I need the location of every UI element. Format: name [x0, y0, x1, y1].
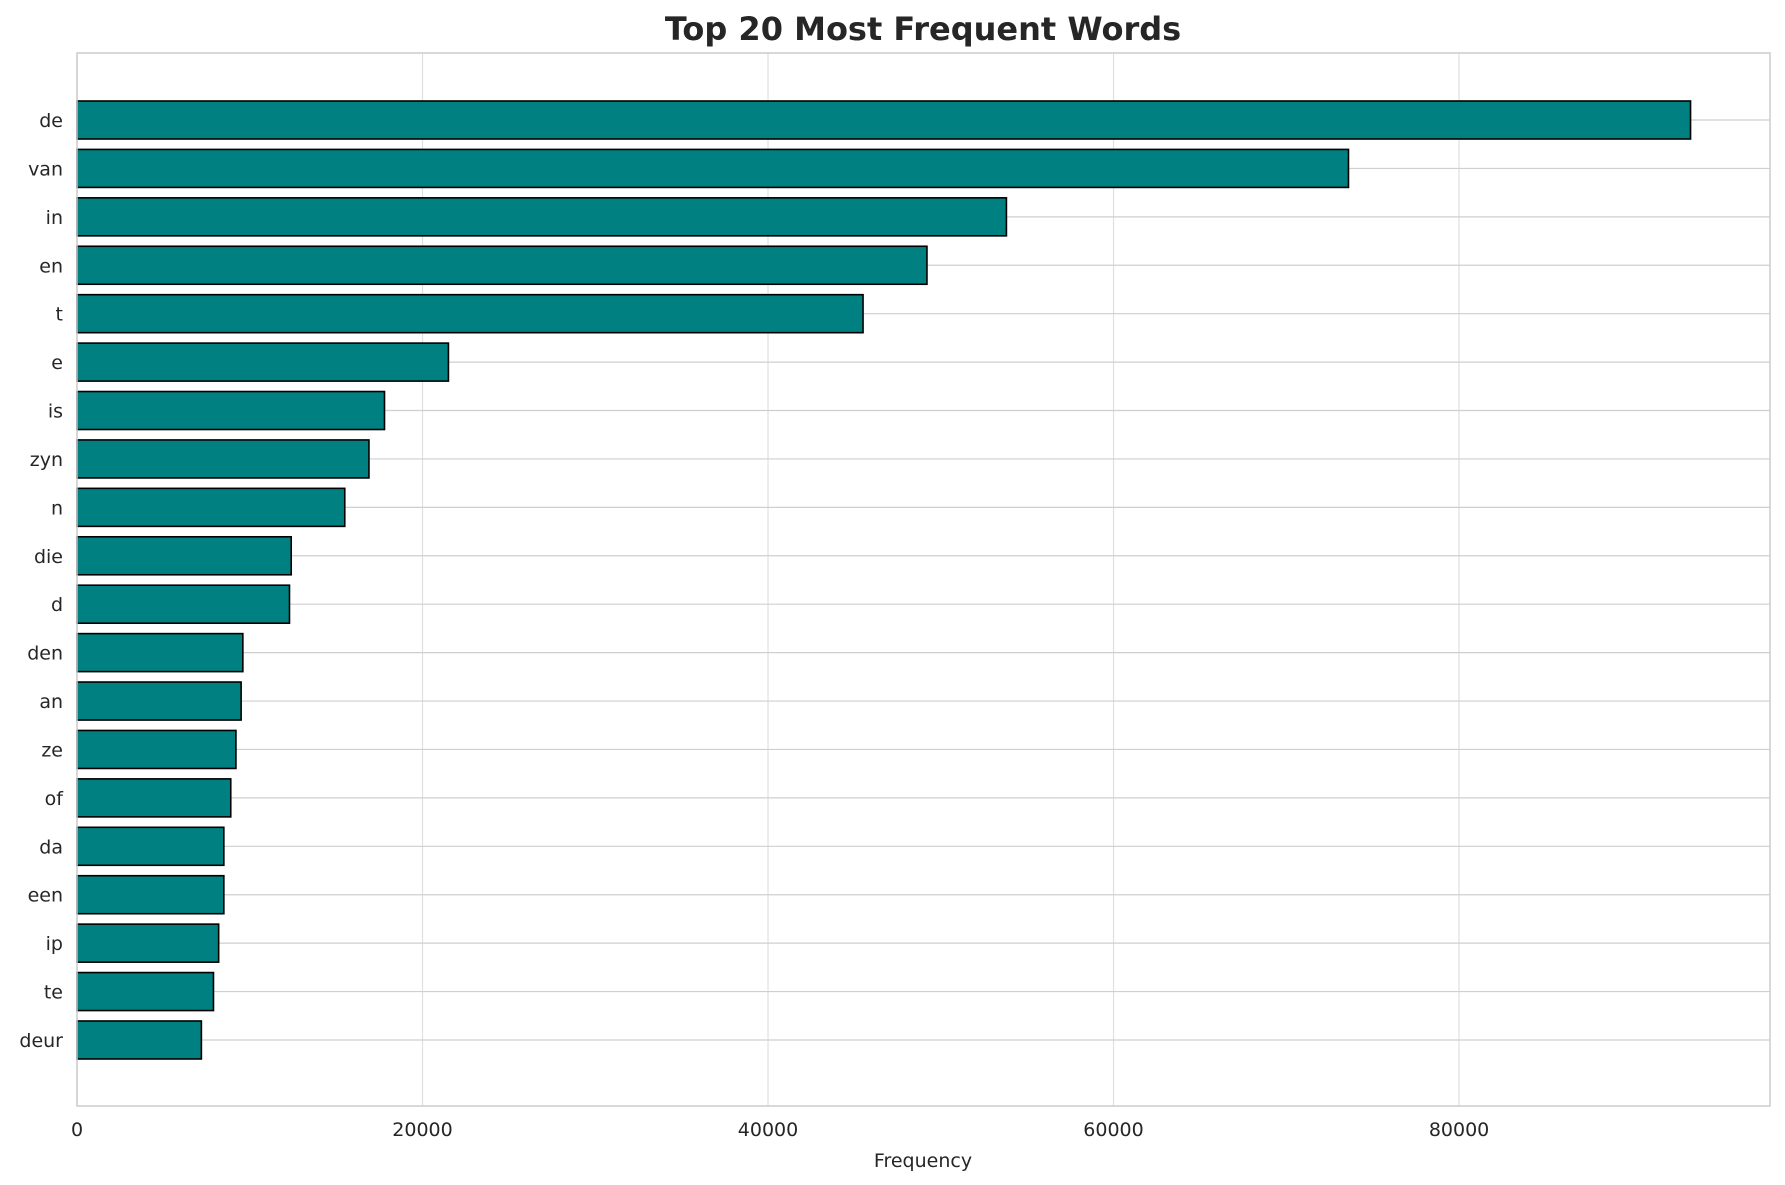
y-tick-label: van	[28, 158, 63, 180]
y-tick-label: e	[51, 352, 63, 374]
y-tick-label: da	[39, 836, 63, 858]
chart-title: Top 20 Most Frequent Words	[665, 10, 1181, 48]
y-tick-label: d	[51, 594, 63, 616]
bar-d	[76, 584, 291, 625]
y-tick-label: an	[39, 691, 63, 713]
y-tick-label: zyn	[30, 449, 63, 471]
x-tick-label: 0	[71, 1119, 83, 1141]
y-tick-label: deur	[19, 1030, 63, 1052]
y-tick-label: t	[56, 304, 63, 326]
bar-t	[76, 293, 864, 334]
x-axis-label: Frequency	[874, 1150, 972, 1172]
y-tick-label: en	[39, 255, 63, 277]
bar-of	[76, 778, 232, 818]
y-tick-label: ze	[41, 739, 63, 761]
y-tick-label: een	[28, 885, 63, 907]
bar-en	[76, 245, 928, 286]
bar-den	[76, 632, 244, 673]
bar-de	[76, 100, 1692, 140]
y-tick-label: ip	[46, 933, 63, 955]
x-tick-labels: 0 20000 40000 60000 80000	[71, 1119, 1489, 1141]
y-tick-label: die	[34, 546, 63, 568]
bar-ip	[76, 923, 220, 963]
bar-deur	[76, 1020, 203, 1060]
bar-van	[76, 148, 1350, 189]
bar-die	[76, 535, 293, 576]
y-tick-label: te	[44, 982, 63, 1004]
bar-n	[76, 487, 346, 528]
y-tick-label: de	[39, 110, 63, 132]
x-tick-label: 40000	[738, 1119, 798, 1141]
plot-frame	[76, 52, 1771, 1107]
y-tick-label: den	[27, 643, 63, 665]
bar-an	[76, 681, 242, 721]
bar-te	[76, 971, 215, 1012]
y-tick-label: n	[51, 497, 63, 519]
bar-ze	[76, 729, 237, 770]
bar-e	[76, 342, 450, 382]
bar-da	[76, 826, 225, 867]
y-tick-label: is	[48, 401, 63, 423]
y-tick-label: of	[45, 788, 65, 810]
x-tick-label: 80000	[1429, 1119, 1489, 1141]
bar-is	[76, 390, 386, 431]
x-tick-label: 20000	[392, 1119, 452, 1141]
bars	[76, 100, 1692, 1060]
y-tick-labels: devaninenteiszynndieddenanzeofdaeenipted…	[19, 110, 64, 1052]
bar-zyn	[76, 439, 370, 479]
x-tick-label: 60000	[1083, 1119, 1143, 1141]
bar-een	[76, 874, 225, 915]
y-tick-label: in	[46, 207, 63, 229]
bar-in	[76, 197, 1008, 237]
